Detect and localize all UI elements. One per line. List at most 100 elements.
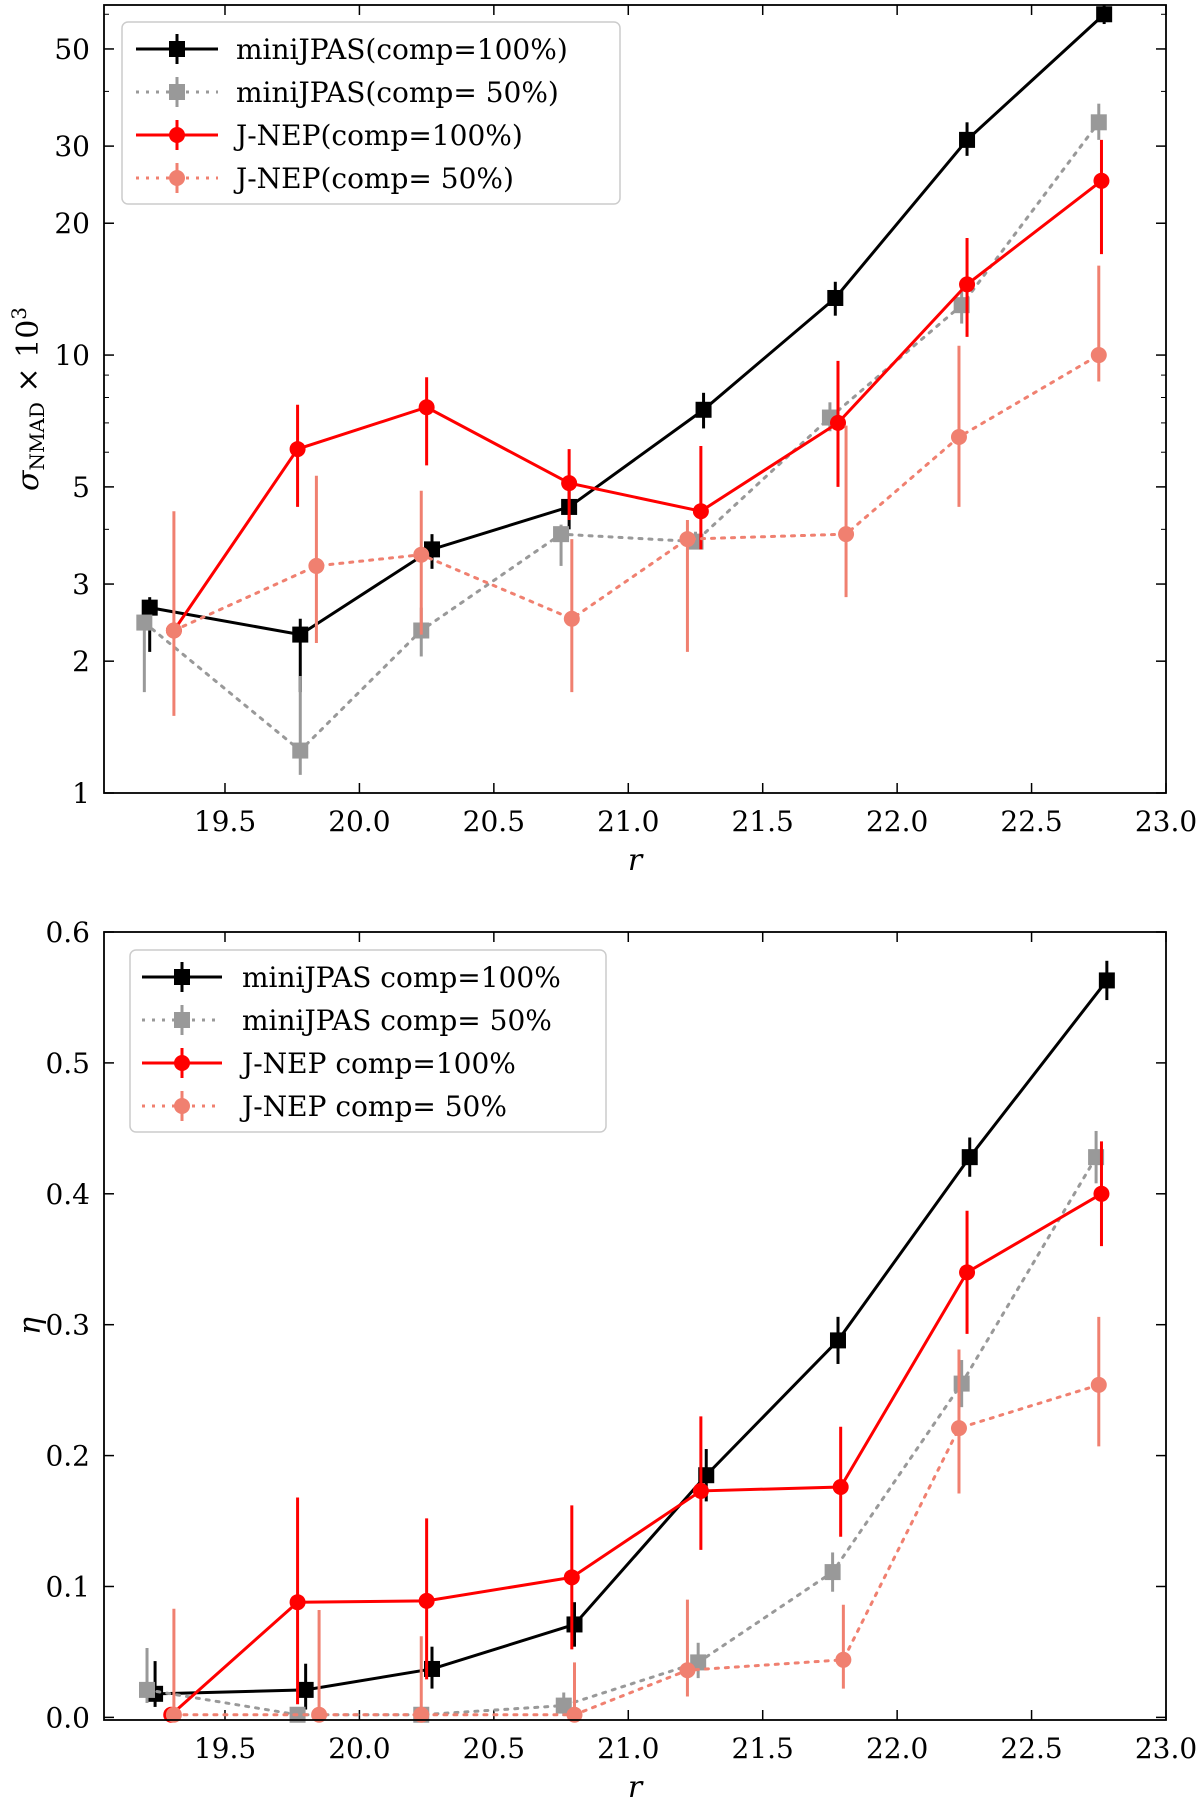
y-tick-label: 10: [54, 339, 90, 372]
series-3: [163, 1141, 1110, 1723]
series-4: [165, 265, 1107, 716]
y-tick-label: 5: [72, 471, 90, 504]
data-point: [553, 526, 570, 543]
data-point: [1098, 972, 1115, 989]
x-tick-label: 20.0: [328, 805, 390, 838]
legend-entry: miniJPAS comp= 50%: [142, 1004, 552, 1037]
y-tick-label: 3: [72, 568, 90, 601]
legend-entry: J-NEP comp=100%: [142, 1047, 516, 1080]
data-point: [827, 289, 844, 306]
data-point: [1093, 1185, 1110, 1202]
x-tick-label: 22.0: [866, 805, 928, 838]
data-point: [555, 1697, 572, 1714]
legend-marker: [174, 969, 190, 985]
data-point: [418, 1592, 435, 1609]
data-point: [292, 626, 309, 643]
series-1: [147, 960, 1115, 1710]
legend-label: miniJPAS comp= 50%: [242, 1004, 552, 1037]
x-tick-label: 20.5: [463, 1732, 525, 1765]
data-point: [695, 401, 712, 418]
legend-box: [121, 21, 621, 205]
data-point: [165, 1706, 182, 1723]
panel-sigma-nmad: 19.5 20.0 20.5 21.0 21.5 22.0 22.5 23.0 1 2 3 5 10 20…: [7, 4, 1197, 878]
data-point: [289, 441, 306, 458]
legend-entry: J-NEP(comp= 50%): [136, 162, 514, 195]
data-point: [139, 1681, 156, 1698]
plot-frame: [103, 931, 1167, 1721]
panel-eta: 19.5 20.0 20.5 21.0 21.5 22.0 22.5 23.0 0.0 0.1 0.…: [13, 916, 1197, 1802]
series-3: [165, 139, 1110, 639]
x-tick-label: 20.0: [328, 1732, 390, 1765]
data-point: [1090, 114, 1107, 131]
y-tick-label: 50: [54, 33, 90, 66]
data-point: [829, 1332, 846, 1349]
data-point: [950, 1420, 967, 1437]
data-point: [136, 614, 153, 631]
series-line: [172, 353, 1101, 632]
data-point: [413, 546, 430, 563]
data-point: [953, 1375, 970, 1392]
data-point: [959, 131, 976, 148]
data-point: [1093, 172, 1110, 189]
x-tick-label: 22.5: [1000, 1732, 1062, 1765]
data-point: [1090, 1376, 1107, 1393]
data-point: [832, 1479, 849, 1496]
legend: miniJPAS(comp=100%) miniJPAS(comp= 50%) J-…: [121, 21, 621, 205]
series-line: [169, 1192, 1103, 1717]
x-tick-label: 21.5: [732, 805, 794, 838]
x-tick-label: 21.5: [732, 1732, 794, 1765]
data-point: [961, 1149, 978, 1166]
series-1: [141, 5, 1113, 693]
data-point: [566, 1706, 583, 1723]
legend-box: [129, 949, 607, 1133]
legend-label: J-NEP comp= 50%: [239, 1090, 507, 1123]
y-tick-label: 0.0: [45, 1701, 90, 1734]
legend-entry: J-NEP comp= 50%: [142, 1090, 507, 1123]
y-axis-label: η: [13, 1317, 48, 1335]
series-4: [165, 1316, 1107, 1723]
data-point: [838, 526, 855, 543]
data-point: [292, 742, 309, 759]
data-point: [692, 1482, 709, 1499]
y-tick-label: 0.6: [45, 916, 90, 949]
data-point: [418, 399, 435, 416]
legend-marker: [174, 1012, 190, 1028]
data-point: [824, 1564, 841, 1581]
y-tick-label: 0.3: [45, 1309, 90, 1342]
legend-label: J-NEP(comp=100%): [233, 119, 523, 152]
data-point: [563, 1569, 580, 1586]
data-point: [959, 1264, 976, 1281]
legend-label: J-NEP(comp= 50%): [233, 162, 514, 195]
x-tick-label: 21.0: [597, 805, 659, 838]
x-tick-label: 22.5: [1000, 805, 1062, 838]
x-tick-label: 23.0: [1135, 1732, 1197, 1765]
legend-marker: [169, 84, 185, 100]
x-tick-label: 20.5: [463, 805, 525, 838]
series-line: [172, 1383, 1101, 1717]
data-point: [679, 1662, 696, 1679]
y-axis-label: σNMAD × 103: [7, 307, 49, 491]
legend-label: J-NEP comp=100%: [239, 1047, 516, 1080]
y-tick-label: 0.5: [45, 1047, 90, 1080]
y-tick-label: 0.2: [45, 1440, 90, 1473]
data-point: [1090, 347, 1107, 364]
data-point: [829, 414, 846, 431]
data-point: [835, 1651, 852, 1668]
y-tick-label: 20: [54, 207, 90, 240]
y-tick-label: 0.1: [45, 1570, 90, 1603]
y-tick-label: 1: [72, 777, 90, 810]
data-point: [1096, 6, 1113, 23]
legend-marker: [174, 1055, 190, 1071]
legend: miniJPAS comp=100% miniJPAS comp= 50% J-NE…: [129, 949, 607, 1133]
data-point: [308, 557, 325, 574]
legend-entry: miniJPAS(comp= 50%): [136, 76, 559, 109]
legend-marker: [169, 170, 185, 186]
x-axis-label: r: [628, 843, 644, 878]
legend-label: miniJPAS comp=100%: [242, 961, 561, 994]
series-line: [142, 120, 1101, 753]
x-tick-label: 21.0: [597, 1732, 659, 1765]
series-line: [153, 978, 1109, 1696]
legend-marker: [169, 127, 185, 143]
data-point: [679, 531, 696, 548]
